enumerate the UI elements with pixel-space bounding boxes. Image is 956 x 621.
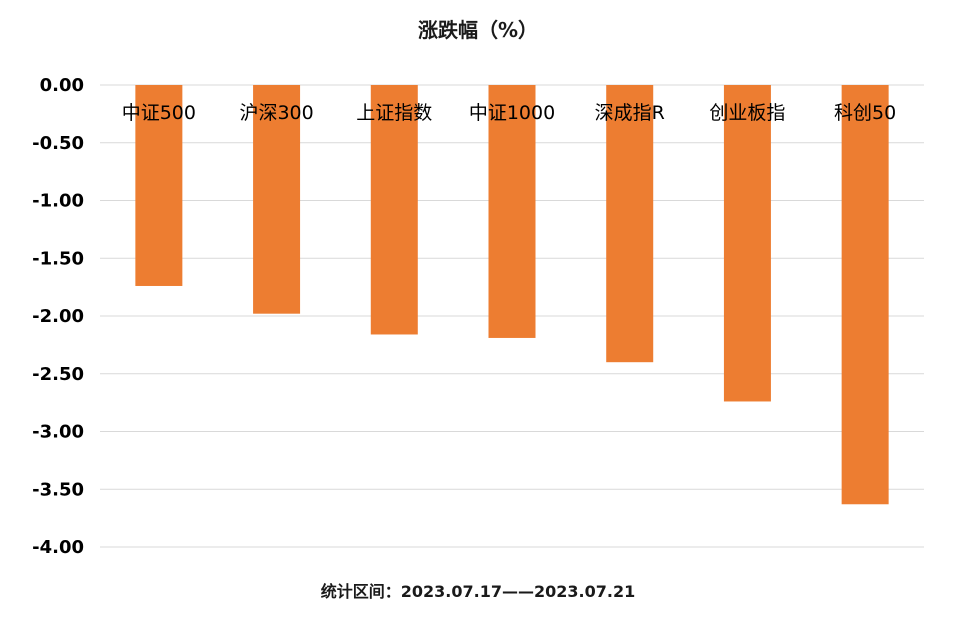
y-tick-label: -2.00 — [32, 306, 84, 327]
chart-title: 涨跌幅（%） — [417, 18, 539, 42]
bar — [135, 85, 183, 286]
bar — [841, 85, 889, 505]
bar — [370, 85, 418, 335]
category-label: 上证指数 — [356, 102, 432, 124]
y-tick-label: -1.00 — [32, 191, 84, 212]
y-axis-ticks: 0.00 -0.50 -1.00 -1.50 -2.00 -2.50 -3.00 -3.50 -… — [32, 75, 84, 558]
y-tick-label: -3.50 — [32, 479, 84, 500]
date-range-footer: 统计区间：2023.07.17——2023.07.21 — [320, 582, 636, 601]
category-label: 中证1000 — [469, 102, 555, 124]
category-label: 中证500 — [122, 102, 196, 124]
bars — [135, 85, 889, 505]
category-label: 沪深300 — [239, 102, 313, 124]
category-label: 深成指R — [595, 102, 665, 124]
bar — [606, 85, 654, 363]
bar — [253, 85, 301, 314]
bar — [488, 85, 536, 338]
y-tick-label: -0.50 — [32, 133, 84, 154]
category-label: 科创50 — [834, 102, 896, 124]
y-tick-label: -2.50 — [32, 364, 84, 385]
y-tick-label: 0.00 — [40, 75, 84, 96]
category-labels: 中证500 沪深300 上证指数 中证1000 深成指R 创业板指 科创50 — [122, 102, 897, 124]
y-tick-label: -3.00 — [32, 422, 84, 443]
y-tick-label: -1.50 — [32, 248, 84, 269]
category-label: 创业板指 — [709, 102, 785, 124]
bar — [723, 85, 771, 402]
y-tick-label: -4.00 — [32, 537, 84, 558]
